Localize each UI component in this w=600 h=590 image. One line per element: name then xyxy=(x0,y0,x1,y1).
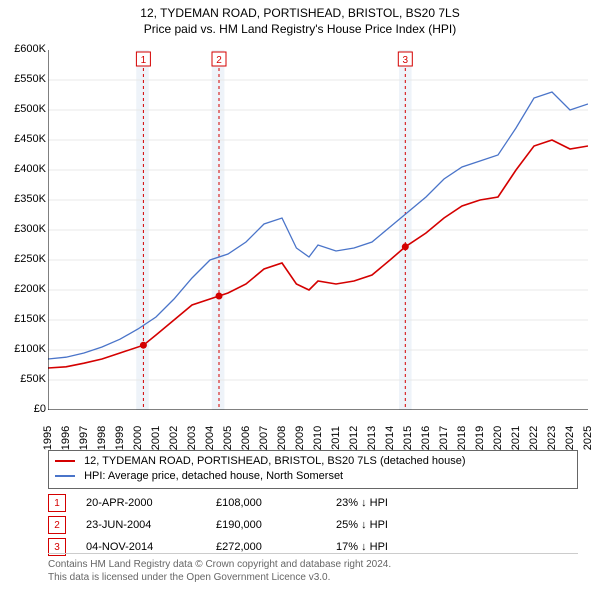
x-tick-label: 2005 xyxy=(222,423,234,453)
marker-row-1: 2 23-JUN-2004 £190,000 25% ↓ HPI xyxy=(48,516,578,534)
x-tick-label: 2016 xyxy=(420,423,432,453)
y-tick-label: £0 xyxy=(2,403,46,415)
x-tick-label: 2018 xyxy=(456,423,468,453)
x-tick-label: 2020 xyxy=(492,423,504,453)
legend-swatch-1 xyxy=(55,475,75,477)
x-tick-label: 2024 xyxy=(564,423,576,453)
x-tick-label: 2001 xyxy=(150,423,162,453)
x-tick-label: 2014 xyxy=(384,423,396,453)
y-tick-label: £250K xyxy=(2,253,46,265)
chart-title-block: 12, TYDEMAN ROAD, PORTISHEAD, BRISTOL, B… xyxy=(0,0,600,37)
x-tick-label: 1997 xyxy=(78,423,90,453)
x-tick-label: 1999 xyxy=(114,423,126,453)
marker-date-0: 20-APR-2000 xyxy=(86,497,216,509)
footer-attribution: Contains HM Land Registry data © Crown c… xyxy=(48,553,578,584)
marker-date-1: 23-JUN-2004 xyxy=(86,519,216,531)
footer-line-1: Contains HM Land Registry data © Crown c… xyxy=(48,558,578,571)
x-tick-label: 2011 xyxy=(330,423,342,453)
x-tick-label: 2015 xyxy=(402,423,414,453)
legend-box: 12, TYDEMAN ROAD, PORTISHEAD, BRISTOL, B… xyxy=(48,450,578,489)
y-tick-label: £150K xyxy=(2,313,46,325)
marker-delta-0: 23% ↓ HPI xyxy=(336,497,388,509)
x-tick-label: 2003 xyxy=(186,423,198,453)
marker-num-1: 2 xyxy=(48,516,66,534)
x-tick-label: 1996 xyxy=(60,423,72,453)
marker-price-1: £190,000 xyxy=(216,519,336,531)
title-line-2: Price paid vs. HM Land Registry's House … xyxy=(0,22,600,38)
y-tick-label: £300K xyxy=(2,223,46,235)
legend-label-0: 12, TYDEMAN ROAD, PORTISHEAD, BRISTOL, B… xyxy=(84,455,466,467)
legend-swatch-0 xyxy=(55,460,75,462)
x-tick-label: 2004 xyxy=(204,423,216,453)
y-tick-label: £100K xyxy=(2,343,46,355)
x-tick-label: 2021 xyxy=(510,423,522,453)
marker-price-0: £108,000 xyxy=(216,497,336,509)
y-tick-label: £450K xyxy=(2,133,46,145)
x-tick-label: 2000 xyxy=(132,423,144,453)
y-tick-label: £200K xyxy=(2,283,46,295)
legend-item-1: HPI: Average price, detached house, Nort… xyxy=(55,469,571,484)
marker-price-2: £272,000 xyxy=(216,541,336,553)
x-tick-label: 1998 xyxy=(96,423,108,453)
x-tick-label: 1995 xyxy=(42,423,54,453)
legend-label-1: HPI: Average price, detached house, Nort… xyxy=(84,470,343,482)
x-tick-label: 2002 xyxy=(168,423,180,453)
marker-row-0: 1 20-APR-2000 £108,000 23% ↓ HPI xyxy=(48,494,578,512)
legend-item-0: 12, TYDEMAN ROAD, PORTISHEAD, BRISTOL, B… xyxy=(55,454,571,469)
x-tick-label: 2022 xyxy=(528,423,540,453)
footer-line-2: This data is licensed under the Open Gov… xyxy=(48,571,578,584)
chart-area: 1 2 3 xyxy=(48,50,588,410)
x-tick-label: 2012 xyxy=(348,423,360,453)
svg-text:2: 2 xyxy=(216,55,222,66)
x-tick-label: 2017 xyxy=(438,423,450,453)
page-root: { "title_line1": "12, TYDEMAN ROAD, PORT… xyxy=(0,0,600,590)
x-tick-label: 2025 xyxy=(582,423,594,453)
x-tick-label: 2009 xyxy=(294,423,306,453)
x-tick-label: 2008 xyxy=(276,423,288,453)
y-tick-label: £600K xyxy=(2,43,46,55)
y-tick-label: £50K xyxy=(2,373,46,385)
chart-plot-svg: 1 2 3 xyxy=(48,50,588,410)
y-tick-label: £350K xyxy=(2,193,46,205)
x-tick-label: 2023 xyxy=(546,423,558,453)
marker-delta-2: 17% ↓ HPI xyxy=(336,541,388,553)
x-tick-label: 2006 xyxy=(240,423,252,453)
marker-delta-1: 25% ↓ HPI xyxy=(336,519,388,531)
y-tick-label: £400K xyxy=(2,163,46,175)
svg-text:3: 3 xyxy=(403,55,409,66)
marker-num-0: 1 xyxy=(48,494,66,512)
svg-text:1: 1 xyxy=(141,55,147,66)
y-tick-label: £500K xyxy=(2,103,46,115)
title-line-1: 12, TYDEMAN ROAD, PORTISHEAD, BRISTOL, B… xyxy=(0,6,600,22)
x-tick-label: 2007 xyxy=(258,423,270,453)
y-tick-label: £550K xyxy=(2,73,46,85)
x-tick-label: 2013 xyxy=(366,423,378,453)
marker-date-2: 04-NOV-2014 xyxy=(86,541,216,553)
x-tick-label: 2019 xyxy=(474,423,486,453)
x-tick-label: 2010 xyxy=(312,423,324,453)
